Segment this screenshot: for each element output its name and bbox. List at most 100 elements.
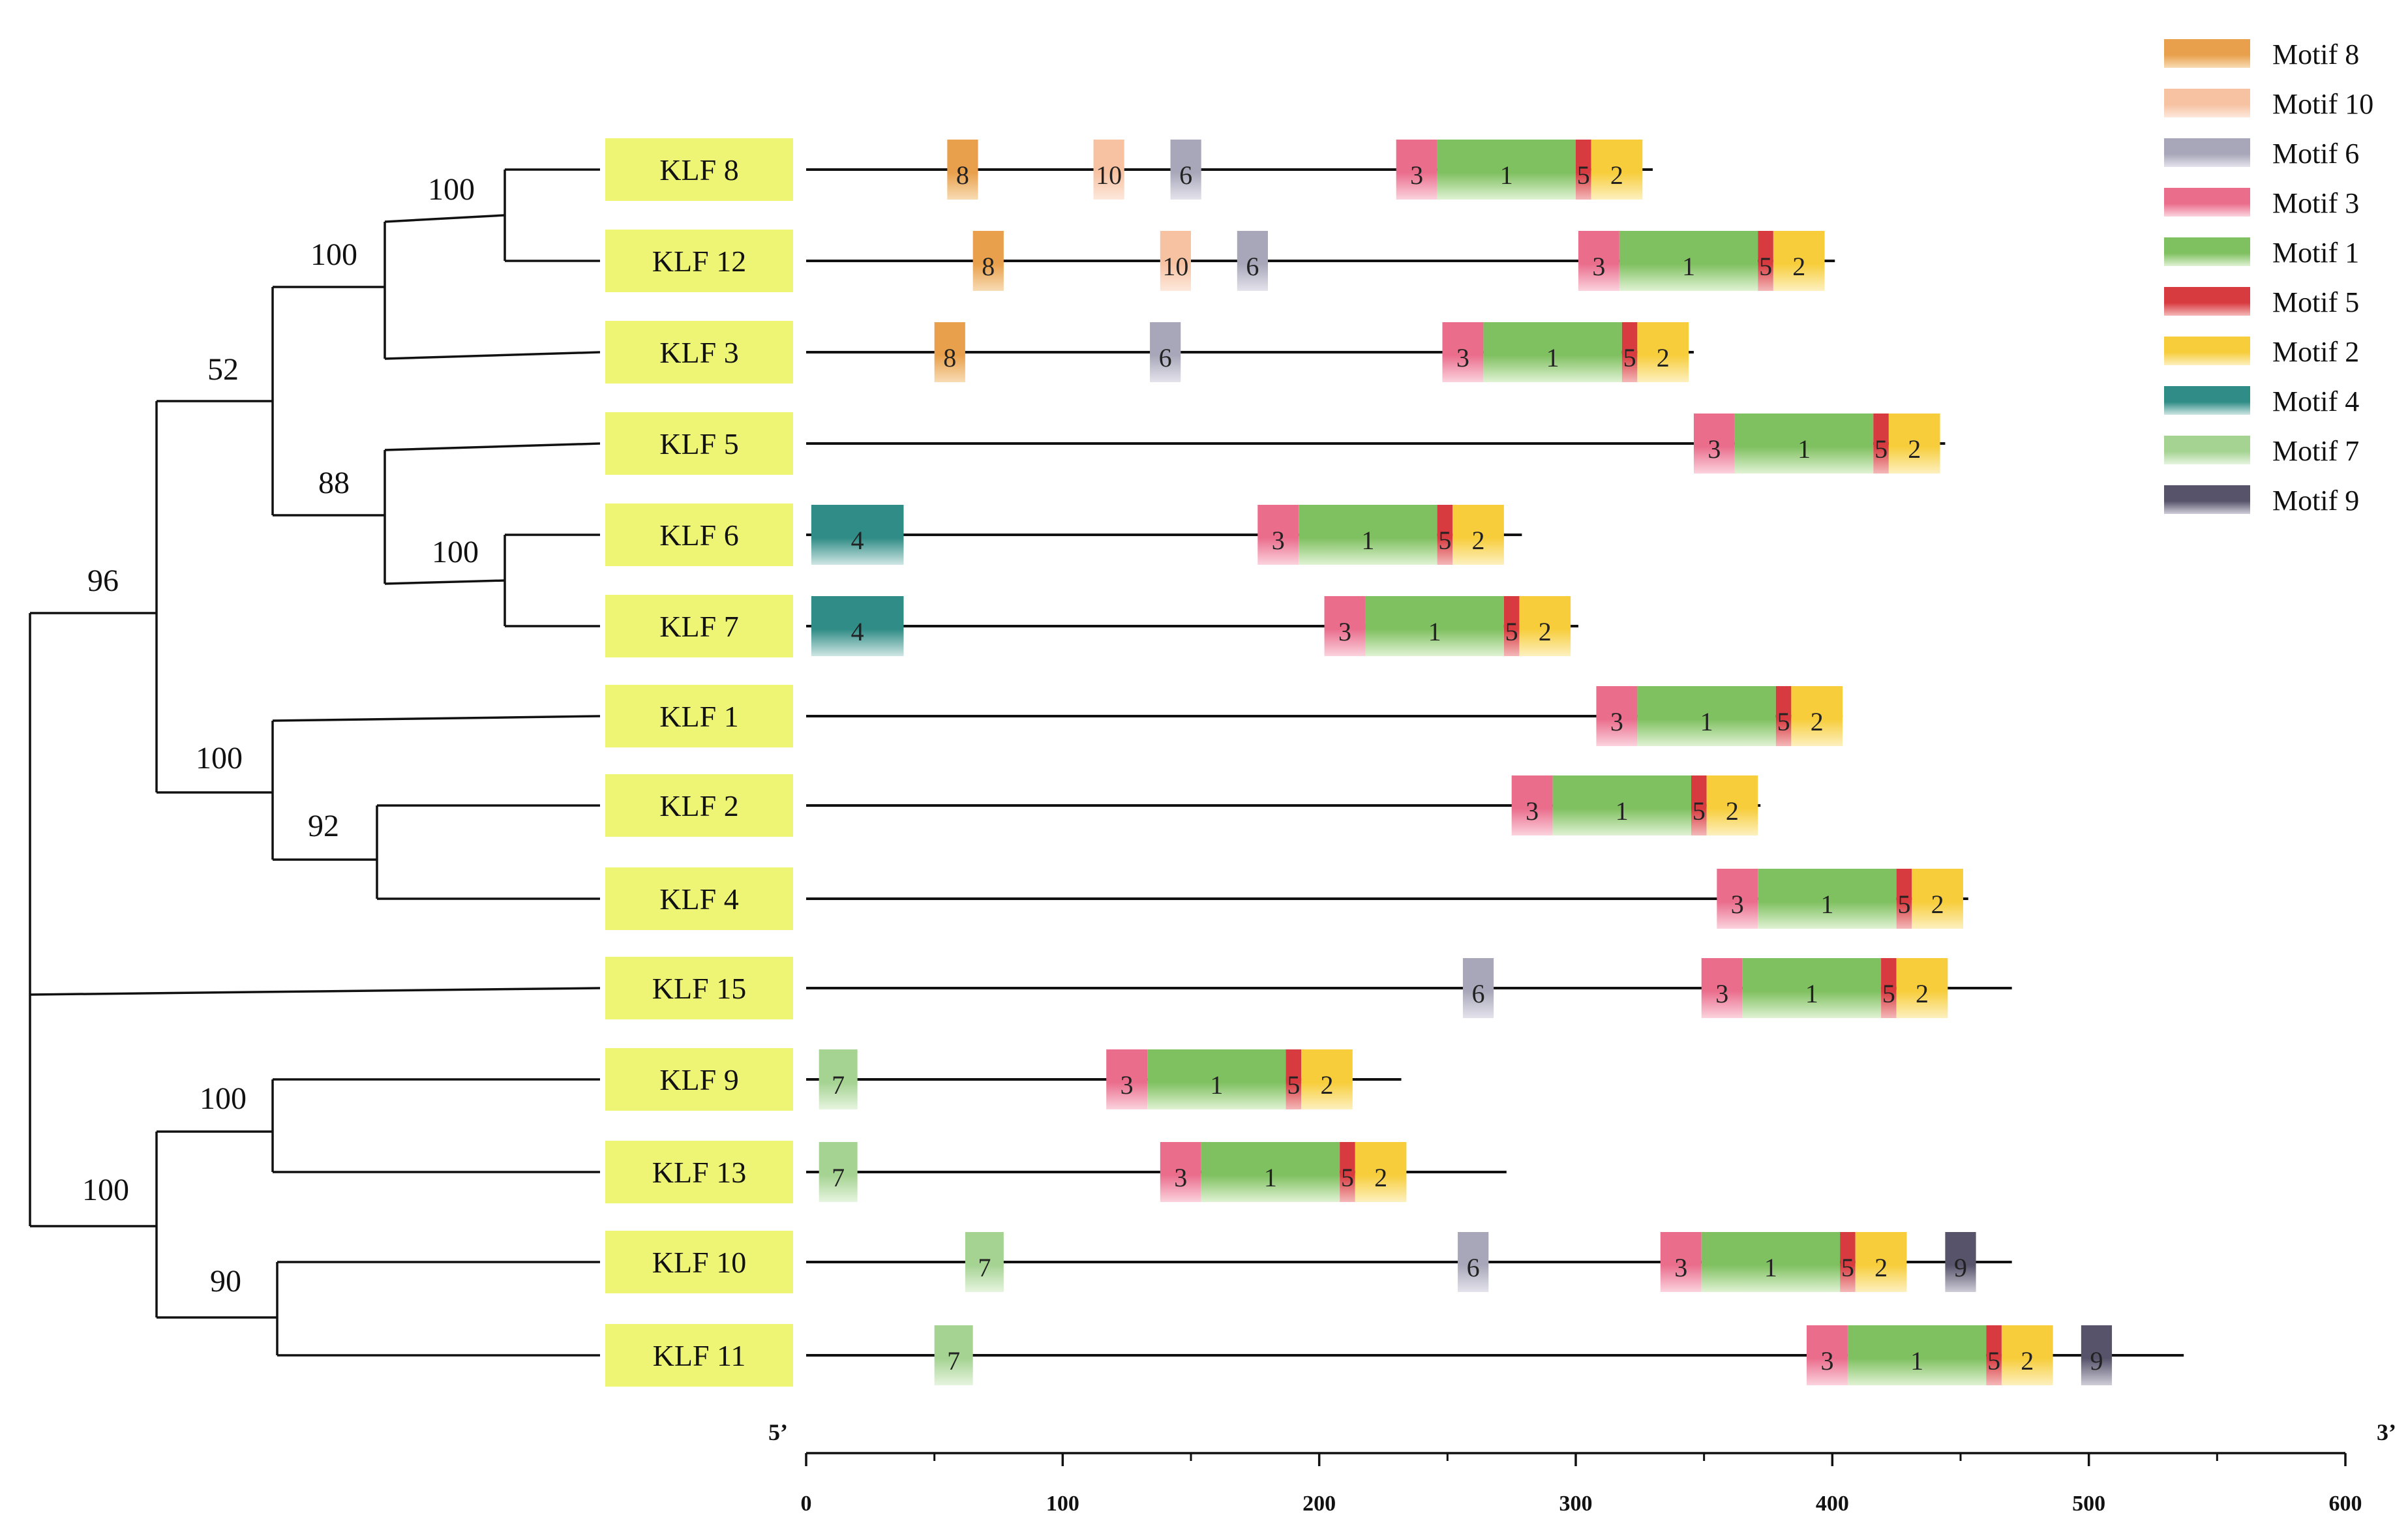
- motif-1-box: [1147, 1049, 1286, 1109]
- gene-label-box: [605, 957, 793, 1019]
- motif-2-box: [1773, 231, 1825, 291]
- legend-swatch-motif-1: [2164, 237, 2250, 266]
- branch-klf1: [272, 715, 601, 722]
- motif-number-label: 5: [1759, 252, 1772, 281]
- motif-number-label: 2: [1811, 707, 1824, 736]
- gene-label: KLF 13: [652, 1156, 746, 1189]
- motif-number-label: 1: [1910, 1346, 1923, 1376]
- motif-2-box: [1706, 775, 1758, 835]
- motif-number-label: 1: [1500, 160, 1513, 190]
- axis-end-label: 3’: [2377, 1419, 2396, 1445]
- motif-9-box: [2081, 1325, 2113, 1385]
- gene-label-box: [605, 504, 793, 566]
- motif-number-label: 1: [1428, 617, 1441, 646]
- motif-number-label: 1: [1764, 1253, 1777, 1282]
- gene-label-box: [605, 230, 793, 292]
- motif-number-label: 7: [832, 1070, 845, 1100]
- motif-2-box: [1855, 1232, 1907, 1292]
- legend-swatch-motif-9: [2164, 485, 2250, 514]
- motif-number-label: 2: [1472, 526, 1485, 555]
- motif-3-box: [1106, 1049, 1148, 1109]
- motif-number-label: 7: [832, 1163, 845, 1192]
- motif-1-box: [1742, 958, 1882, 1018]
- motif-number-label: 3: [1338, 617, 1351, 646]
- gene-label-box: [605, 321, 793, 384]
- motif-5-box: [1986, 1325, 2002, 1385]
- legend-label: Motif 10: [2272, 88, 2373, 120]
- length-axis: 5’ 3’ 0 100 200 300 400 500 600: [768, 1419, 2396, 1516]
- gene-label-box: [605, 412, 793, 475]
- motif-number-label: 10: [1162, 252, 1188, 281]
- motif-number-label: 3: [1272, 526, 1285, 555]
- gene-row: KLF 8 8 10 6 3 1 5 2: [605, 138, 1653, 201]
- motif-7-box: [934, 1325, 973, 1385]
- motif-number-label: 5: [1438, 526, 1451, 555]
- motif-3-box: [1257, 505, 1299, 565]
- bootstrap-value: 90: [210, 1264, 241, 1299]
- motif-number-label: 1: [1616, 796, 1629, 826]
- motif-number-label: 2: [1320, 1070, 1333, 1100]
- legend-label: Motif 1: [2272, 237, 2359, 269]
- motif-number-label: 10: [1096, 160, 1122, 190]
- gene-label: KLF 15: [652, 972, 746, 1005]
- motif-3-box: [1442, 322, 1484, 382]
- motif-3-box: [1660, 1232, 1702, 1292]
- legend-swatch-motif-4: [2164, 386, 2250, 415]
- gene-row: KLF 12 8 10 6 3 1 5 2: [605, 230, 1835, 292]
- motif-7-box: [819, 1049, 858, 1109]
- motif-number-label: 5: [1287, 1070, 1300, 1100]
- gene-label: KLF 7: [659, 610, 738, 643]
- motif-number-label: 3: [1674, 1253, 1687, 1282]
- motif-3-box: [1578, 231, 1619, 291]
- motif-number-label: 2: [1610, 160, 1623, 190]
- motif-number-label: 6: [1179, 160, 1192, 190]
- gene-label-box: [605, 685, 793, 747]
- motif-number-label: 9: [2090, 1346, 2103, 1376]
- motif-2-box: [1637, 322, 1689, 382]
- motif-number-label: 5: [1623, 343, 1636, 372]
- motif-number-label: 1: [1798, 434, 1811, 464]
- gene-label: KLF 5: [659, 427, 738, 460]
- motif-number-label: 1: [1361, 526, 1374, 555]
- bootstrap-value: 100: [196, 741, 243, 775]
- axis-start-label: 5’: [768, 1419, 788, 1445]
- bootstrap-value: 52: [207, 352, 239, 387]
- gene-label: KLF 10: [652, 1246, 746, 1279]
- motif-6-box: [1150, 322, 1181, 382]
- motif-number-label: 5: [1505, 617, 1518, 646]
- motif-number-label: 2: [1874, 1253, 1888, 1282]
- gene-label: KLF 9: [659, 1063, 738, 1096]
- motif-number-label: 5: [1874, 434, 1888, 464]
- axis-tick-label: 0: [801, 1492, 812, 1516]
- motif-number-label: 8: [956, 160, 969, 190]
- axis-tick-label: 100: [1046, 1492, 1079, 1516]
- motif-4-box: [811, 505, 904, 565]
- motif-legend: Motif 8 Motif 10 Motif 6 Motif 3 Motif 1 Moti…: [2164, 38, 2373, 517]
- motif-2-box: [1888, 414, 1940, 474]
- gene-label-box: [605, 1048, 793, 1111]
- bootstrap-value: 100: [428, 172, 475, 207]
- motif-2-box: [1355, 1142, 1407, 1202]
- gene-label-box: [605, 867, 793, 930]
- motif-number-label: 3: [1526, 796, 1539, 826]
- bootstrap-value: 88: [318, 466, 350, 500]
- motif-3-box: [1396, 140, 1437, 200]
- gene-label: KLF 1: [659, 700, 738, 733]
- motif-number-label: 6: [1467, 1253, 1480, 1282]
- motif-1-box: [1734, 414, 1874, 474]
- motif-1-box: [1201, 1142, 1340, 1202]
- motif-5-box: [1503, 596, 1520, 656]
- motif-number-label: 1: [1805, 979, 1818, 1008]
- motif-number-label: 2: [1726, 796, 1739, 826]
- axis-tick-label: 200: [1302, 1492, 1336, 1516]
- motif-number-label: 2: [1916, 979, 1929, 1008]
- motif-number-label: 2: [1931, 890, 1944, 919]
- motif-5-box: [1286, 1049, 1302, 1109]
- motif-2-box: [1301, 1049, 1353, 1109]
- motif-5-box: [1775, 686, 1792, 746]
- motif-number-label: 2: [1792, 252, 1805, 281]
- motif-3-box: [1324, 596, 1366, 656]
